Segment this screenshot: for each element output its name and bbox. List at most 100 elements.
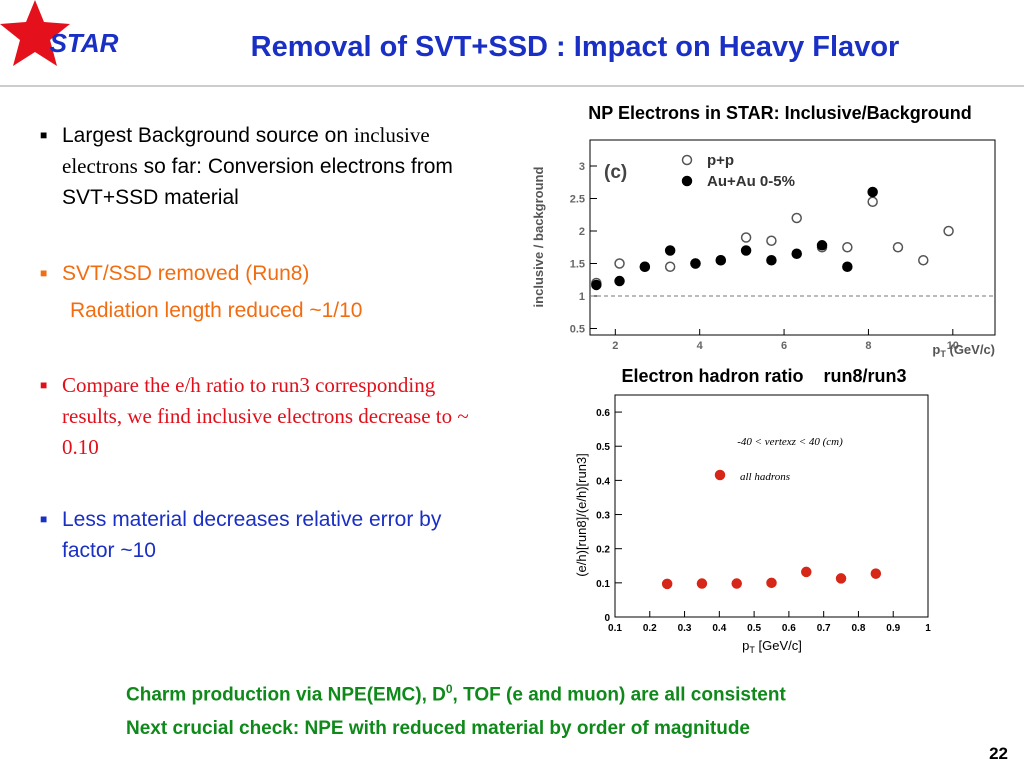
footer-line: Charm production via NPE(EMC), D0, TOF (…	[126, 682, 786, 706]
y-axis-label: inclusive / background	[531, 167, 546, 308]
y-tick-label: 0.5	[570, 324, 585, 336]
x-tick-label: 0.8	[851, 623, 865, 634]
x-tick-label: 10	[947, 340, 959, 352]
data-point	[740, 232, 752, 243]
text: Compare the e/h ratio to run3 correspond…	[62, 373, 469, 459]
y-tick-label: 2	[579, 226, 585, 238]
y-tick-label: 0	[604, 613, 610, 624]
y-axis-label: (e/h)[run8]/(e/h)[run3]	[574, 453, 589, 577]
text: T	[940, 349, 946, 359]
data-point	[918, 255, 929, 266]
y-tick-label: 2.5	[570, 194, 585, 206]
text: Largest Background source on	[62, 124, 349, 147]
y-tick-label: 0.4	[596, 476, 610, 487]
chart-title: Electron hadron ratio run8/run3	[621, 366, 906, 386]
text: Charm production via NPE(EMC), D	[126, 684, 446, 706]
chart-title: NP Electrons in STAR: Inclusive/Backgrou…	[588, 103, 971, 123]
footer-line: Next crucial check: NPE with reduced mat…	[126, 718, 751, 739]
data-point	[835, 573, 847, 584]
data-point	[740, 245, 752, 256]
data-point	[892, 242, 904, 253]
data-point	[690, 258, 701, 269]
data-point	[591, 279, 602, 291]
x-tick-label: 0.9	[886, 623, 900, 634]
data-point	[696, 578, 708, 589]
x-tick-label: 0.2	[643, 623, 657, 634]
text: SVT/SSD removed (Run8)	[62, 262, 310, 285]
text: p	[932, 342, 940, 357]
x-tick-label: 0.7	[817, 623, 831, 634]
data-point	[766, 255, 777, 266]
legend-label: all hadrons	[740, 471, 790, 483]
data-point	[614, 258, 625, 269]
annotation: -40 < vertexz < 40 (cm)	[737, 436, 843, 448]
bullet: ■ SVT/SSD removed (Run8) Radiation length …	[40, 258, 495, 326]
text: p	[742, 638, 749, 653]
text: (GeV/c)	[946, 342, 995, 357]
text: Radiation length reduced ~1/10	[70, 299, 363, 322]
data-point	[867, 186, 878, 198]
data-point	[766, 577, 777, 589]
y-tick-label: 0.6	[596, 408, 610, 419]
y-tick-label: 0.3	[596, 511, 610, 522]
text: inclusive electrons	[62, 123, 430, 178]
text: Less material decreases relative error b…	[62, 508, 442, 562]
x-tick-label: 0.6	[782, 623, 796, 634]
legend-label: p+p	[707, 152, 734, 169]
logo-text: STAR	[50, 28, 119, 58]
data-point	[842, 242, 853, 253]
x-tick-label: 6	[781, 340, 787, 352]
data-point	[801, 566, 812, 578]
x-tick-label: 8	[865, 340, 871, 352]
legend-marker	[681, 175, 693, 187]
data-point	[766, 235, 777, 246]
y-tick-label: 0.2	[596, 545, 610, 556]
page-number: 22	[989, 744, 1008, 763]
y-tick-label: 1.5	[570, 259, 585, 271]
x-tick-label: 2	[612, 340, 618, 352]
x-tick-label: 0.3	[678, 623, 692, 634]
x-tick-label: 0.5	[747, 623, 761, 634]
text: so far: Conversion electrons from SVT+SS…	[62, 155, 453, 209]
x-tick-label: 4	[697, 340, 704, 352]
y-tick-label: 1	[579, 291, 585, 303]
bullet: ■ Largest Background source on inclusive …	[40, 123, 453, 209]
text: T	[749, 645, 755, 655]
bullet: ■ Compare the e/h ratio to run3 correspon…	[40, 370, 495, 463]
data-point	[867, 196, 878, 207]
x-axis-label: pT [GeV/c]	[742, 638, 802, 655]
x-tick-label: 0.1	[608, 623, 622, 634]
x-axis-label: pT (GeV/c)	[932, 342, 995, 359]
star-logo	[0, 0, 70, 66]
y-tick-label: 0.5	[596, 442, 610, 453]
text: , TOF (e and muon) are all consistent	[452, 684, 786, 706]
y-tick-label: 0.1	[596, 579, 610, 590]
text: [GeV/c]	[755, 638, 802, 653]
data-point	[731, 578, 742, 589]
data-point	[791, 248, 802, 259]
panel-label: (c)	[604, 162, 627, 183]
plot-frame	[614, 394, 929, 618]
data-point	[842, 261, 853, 272]
data-point	[661, 578, 673, 590]
text: 0	[445, 682, 453, 696]
legend-marker	[714, 469, 726, 481]
x-tick-label: 0.4	[712, 623, 726, 634]
data-point	[639, 261, 651, 272]
data-point	[715, 255, 727, 266]
legend-label: Au+Au 0-5%	[707, 173, 795, 190]
data-point	[664, 261, 676, 272]
data-point	[816, 240, 828, 251]
x-tick-label: 1	[925, 623, 931, 634]
data-point	[943, 225, 954, 237]
data-point	[870, 568, 882, 579]
legend-marker	[681, 154, 693, 166]
bullet: ■ Less material decreases relative error …	[40, 504, 495, 566]
plot-frame	[589, 139, 996, 336]
slide-title: Removal of SVT+SSD : Impact on Heavy Fla…	[251, 31, 900, 63]
data-point	[614, 275, 625, 287]
data-point	[791, 212, 802, 224]
y-tick-label: 3	[579, 161, 585, 173]
